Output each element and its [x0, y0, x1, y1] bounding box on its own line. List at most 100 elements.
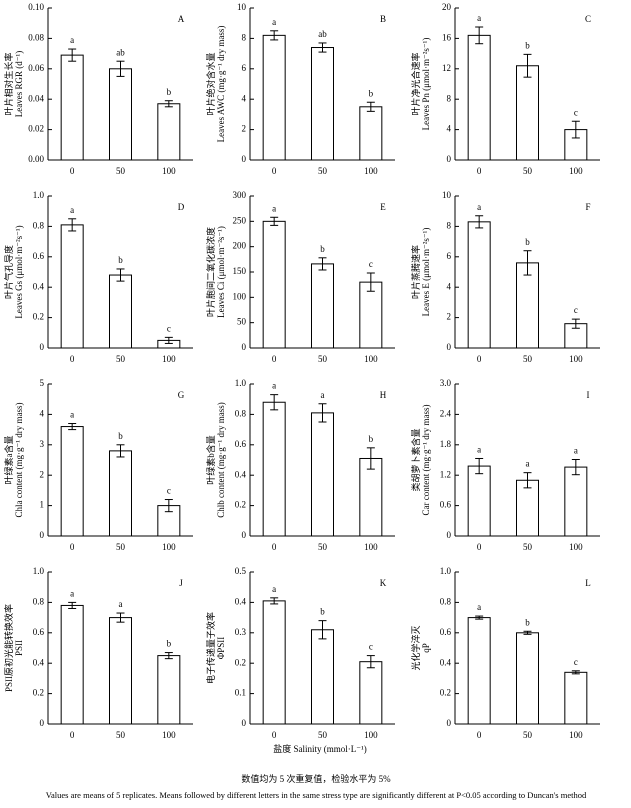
x-tick-label: 0: [272, 166, 277, 176]
bar: [359, 106, 383, 161]
significance-letter: a: [70, 410, 74, 420]
y-tick-label: 0: [40, 718, 45, 728]
panel-label: H: [380, 390, 387, 400]
y-tick-label: 2.4: [440, 408, 452, 418]
significance-letter: a: [272, 17, 276, 27]
y-tick-label: 0: [242, 342, 247, 352]
x-axis-label: 盐度 Salinity (mmol·L⁻¹): [273, 743, 366, 754]
x-tick-label: 0: [272, 354, 277, 364]
y-axis-label-cn: 叶片蒸腾速率: [410, 245, 421, 299]
x-tick-label: 50: [116, 166, 126, 176]
y-axis-label: Chla content (mg·g⁻¹ dry mass): [14, 403, 24, 518]
y-tick-label: 0: [242, 530, 247, 540]
panel-label: K: [380, 578, 387, 588]
bar: [564, 466, 588, 537]
significance-letter: c: [369, 642, 373, 652]
significance-letter: a: [574, 446, 578, 456]
bar: [109, 274, 132, 349]
x-tick-label: 100: [364, 354, 378, 364]
y-tick-label: 0.4: [440, 657, 452, 667]
y-tick-label: 0.2: [235, 500, 246, 510]
panel-label: B: [380, 14, 386, 24]
x-tick-label: 50: [318, 542, 328, 552]
y-tick-label: 0: [40, 530, 45, 540]
panel-label: G: [178, 390, 185, 400]
y-tick-label: 0.2: [33, 688, 44, 698]
y-tick-label: 0: [242, 154, 247, 164]
significance-letter: a: [272, 203, 276, 213]
bar: [262, 600, 286, 725]
y-axis-label: Car content (mg·g⁻¹ dry mass): [421, 405, 431, 516]
bar: [262, 401, 286, 537]
significance-letter: a: [526, 459, 530, 469]
y-axis-label-cn: 叶片绝对含水量: [205, 52, 216, 115]
y-tick-label: 0.6: [440, 500, 452, 510]
significance-letter: a: [70, 35, 74, 45]
bar: [109, 68, 132, 161]
y-tick-label: 0: [447, 342, 452, 352]
y-tick-label: 10: [237, 2, 247, 12]
y-axis-label-cn: 电子传递量子效率: [205, 612, 216, 684]
y-tick-label: 1.0: [440, 566, 452, 576]
y-tick-label: 0.3: [235, 627, 247, 637]
y-tick-label: 2: [447, 312, 452, 322]
significance-letter: b: [118, 431, 123, 441]
significance-letter: b: [525, 40, 530, 50]
y-tick-label: 0.08: [28, 32, 44, 42]
y-axis-label: ΦPSII: [216, 637, 226, 660]
significance-letter: c: [167, 323, 171, 333]
y-tick-label: 1: [40, 500, 45, 510]
significance-letter: a: [272, 381, 276, 391]
significance-letter: c: [574, 107, 578, 117]
significance-letter: b: [369, 434, 374, 444]
y-tick-label: 50: [237, 317, 247, 327]
y-tick-label: 0.8: [33, 596, 45, 606]
y-tick-label: 0: [447, 154, 452, 164]
bar: [359, 661, 383, 725]
y-tick-label: 3.0: [440, 378, 452, 388]
y-tick-label: 8: [242, 32, 247, 42]
significance-letter: a: [70, 205, 74, 215]
bar: [262, 34, 286, 161]
y-tick-label: 3: [40, 439, 45, 449]
y-tick-label: 0.6: [33, 251, 45, 261]
x-tick-label: 100: [569, 542, 583, 552]
y-tick-label: 0.4: [33, 281, 45, 291]
bar: [311, 629, 334, 725]
bar: [109, 450, 132, 537]
y-axis-label-cn: 叶片气孔导度: [3, 245, 14, 299]
x-tick-label: 100: [364, 730, 378, 740]
bar: [467, 221, 491, 349]
y-tick-label: 0.10: [28, 2, 44, 12]
bar: [60, 604, 84, 725]
x-tick-label: 0: [477, 354, 482, 364]
x-tick-label: 50: [116, 542, 126, 552]
x-tick-label: 0: [272, 542, 277, 552]
x-tick-label: 100: [364, 542, 378, 552]
x-tick-label: 50: [523, 542, 533, 552]
x-tick-label: 0: [70, 542, 75, 552]
bar: [516, 65, 539, 161]
y-tick-label: 6: [447, 251, 452, 261]
bar: [60, 426, 84, 537]
panel-label: I: [587, 390, 590, 400]
x-tick-label: 100: [162, 542, 176, 552]
bar: [311, 47, 334, 161]
bar: [109, 617, 132, 725]
y-tick-label: 0.2: [33, 312, 44, 322]
bar: [157, 655, 181, 725]
y-tick-label: 1.8: [440, 439, 452, 449]
x-tick-label: 0: [477, 730, 482, 740]
x-tick-label: 100: [162, 166, 176, 176]
significance-letter: a: [321, 390, 325, 400]
bar: [516, 632, 539, 725]
y-tick-label: 0.8: [33, 220, 45, 230]
y-axis-label: Chlb content (mg·g⁻¹ dry mass): [216, 402, 226, 517]
y-axis-label: Leaves E (μmol·m⁻²s⁻¹): [421, 228, 431, 317]
bar: [564, 671, 588, 725]
y-axis-label-cn: 叶片净光合速率: [410, 52, 421, 115]
y-tick-label: 4: [40, 408, 45, 418]
y-tick-label: 0.6: [440, 627, 452, 637]
y-axis-label-cn: PSII原初光能转换效率: [3, 604, 14, 692]
y-tick-label: 0: [40, 342, 45, 352]
